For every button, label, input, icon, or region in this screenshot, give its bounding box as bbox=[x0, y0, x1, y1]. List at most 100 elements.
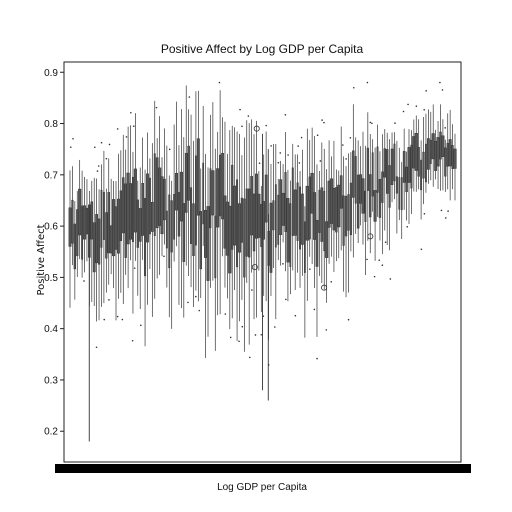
box-plot bbox=[141, 137, 144, 260]
box bbox=[160, 176, 164, 235]
outlier-point bbox=[447, 210, 449, 212]
box-plot bbox=[173, 124, 176, 262]
box-plot bbox=[414, 105, 418, 192]
outlier-point bbox=[316, 134, 319, 136]
box bbox=[354, 156, 357, 204]
outlier-point bbox=[378, 259, 381, 261]
box-plot bbox=[236, 131, 239, 341]
outlier-marker bbox=[251, 264, 258, 271]
outlier-point bbox=[319, 160, 322, 162]
y-tick-label: 0.7 bbox=[44, 170, 58, 181]
box bbox=[109, 225, 113, 254]
box bbox=[68, 207, 72, 247]
box bbox=[388, 165, 391, 208]
box-plot bbox=[441, 89, 445, 191]
box bbox=[262, 201, 265, 240]
box bbox=[136, 199, 139, 248]
box bbox=[85, 207, 88, 235]
box-plot bbox=[426, 109, 430, 184]
box bbox=[359, 174, 362, 204]
box-plot bbox=[335, 169, 338, 262]
box-plot bbox=[82, 176, 87, 282]
box-plot bbox=[436, 121, 440, 190]
box-plot bbox=[300, 136, 304, 276]
outlier-point bbox=[108, 299, 110, 301]
box-plot bbox=[119, 150, 122, 293]
box-plot bbox=[402, 110, 406, 210]
box-plot bbox=[179, 109, 183, 309]
outlier-point bbox=[133, 267, 136, 269]
box bbox=[192, 203, 195, 256]
box-plot bbox=[305, 128, 309, 301]
box-plot bbox=[293, 154, 297, 317]
outlier-point bbox=[439, 81, 441, 84]
outlier-point bbox=[241, 125, 243, 128]
box bbox=[439, 131, 442, 160]
box-plot bbox=[92, 146, 96, 306]
box-plot bbox=[407, 103, 411, 224]
box bbox=[138, 208, 142, 242]
box-plot bbox=[151, 143, 154, 317]
box-plot bbox=[218, 81, 222, 315]
outlier-point bbox=[238, 340, 240, 343]
outlier-point bbox=[330, 281, 333, 283]
y-tick-label: 0.4 bbox=[44, 324, 58, 335]
box bbox=[214, 215, 217, 279]
box-plot bbox=[97, 165, 101, 321]
outlier-point bbox=[366, 81, 369, 84]
box bbox=[199, 211, 202, 270]
box bbox=[90, 201, 94, 240]
y-tick-label: 0.6 bbox=[44, 222, 58, 233]
box bbox=[165, 210, 168, 249]
outlier-point bbox=[168, 148, 171, 151]
box-plot bbox=[221, 117, 224, 257]
box bbox=[202, 162, 205, 225]
box bbox=[126, 172, 130, 245]
box bbox=[151, 201, 154, 232]
box bbox=[206, 206, 210, 281]
box bbox=[286, 198, 290, 263]
box-plot bbox=[417, 119, 420, 190]
box bbox=[299, 186, 301, 250]
outlier-point bbox=[287, 154, 289, 156]
box bbox=[342, 195, 345, 246]
box bbox=[233, 185, 237, 246]
box bbox=[361, 178, 365, 214]
box bbox=[405, 166, 408, 193]
box bbox=[318, 189, 321, 233]
box bbox=[237, 203, 242, 253]
box-plot bbox=[364, 145, 367, 275]
box-plot bbox=[344, 158, 348, 298]
box-plot bbox=[386, 132, 389, 246]
outlier-point bbox=[224, 313, 227, 315]
box-plot bbox=[448, 109, 452, 201]
box bbox=[71, 199, 74, 244]
box-plot bbox=[369, 121, 372, 254]
box bbox=[243, 198, 246, 278]
outlier-point bbox=[198, 309, 201, 312]
box-plot bbox=[425, 90, 427, 193]
outlier-point bbox=[130, 111, 132, 114]
box bbox=[168, 194, 171, 269]
box-plot bbox=[329, 156, 334, 283]
outlier-point bbox=[345, 158, 347, 160]
outlier-point bbox=[284, 114, 287, 116]
box-plot bbox=[272, 144, 275, 268]
box bbox=[395, 176, 398, 194]
y-axis: 0.2 0.3 0.4 0.5 0.6 0.7 0.8 0.9 bbox=[44, 68, 64, 438]
box-plot bbox=[194, 91, 197, 298]
box bbox=[248, 188, 251, 258]
box-plot bbox=[422, 108, 426, 215]
box bbox=[254, 173, 258, 239]
outlier-point bbox=[103, 318, 106, 321]
box-plot bbox=[107, 143, 111, 301]
box bbox=[383, 148, 386, 178]
box bbox=[175, 172, 179, 211]
outlier-point bbox=[116, 315, 119, 318]
outlier-point bbox=[274, 326, 276, 328]
box-plot bbox=[289, 180, 292, 295]
box bbox=[364, 190, 367, 222]
outlier-point bbox=[444, 217, 447, 219]
box bbox=[95, 214, 99, 264]
y-axis-label: Positive Affect bbox=[36, 224, 47, 295]
